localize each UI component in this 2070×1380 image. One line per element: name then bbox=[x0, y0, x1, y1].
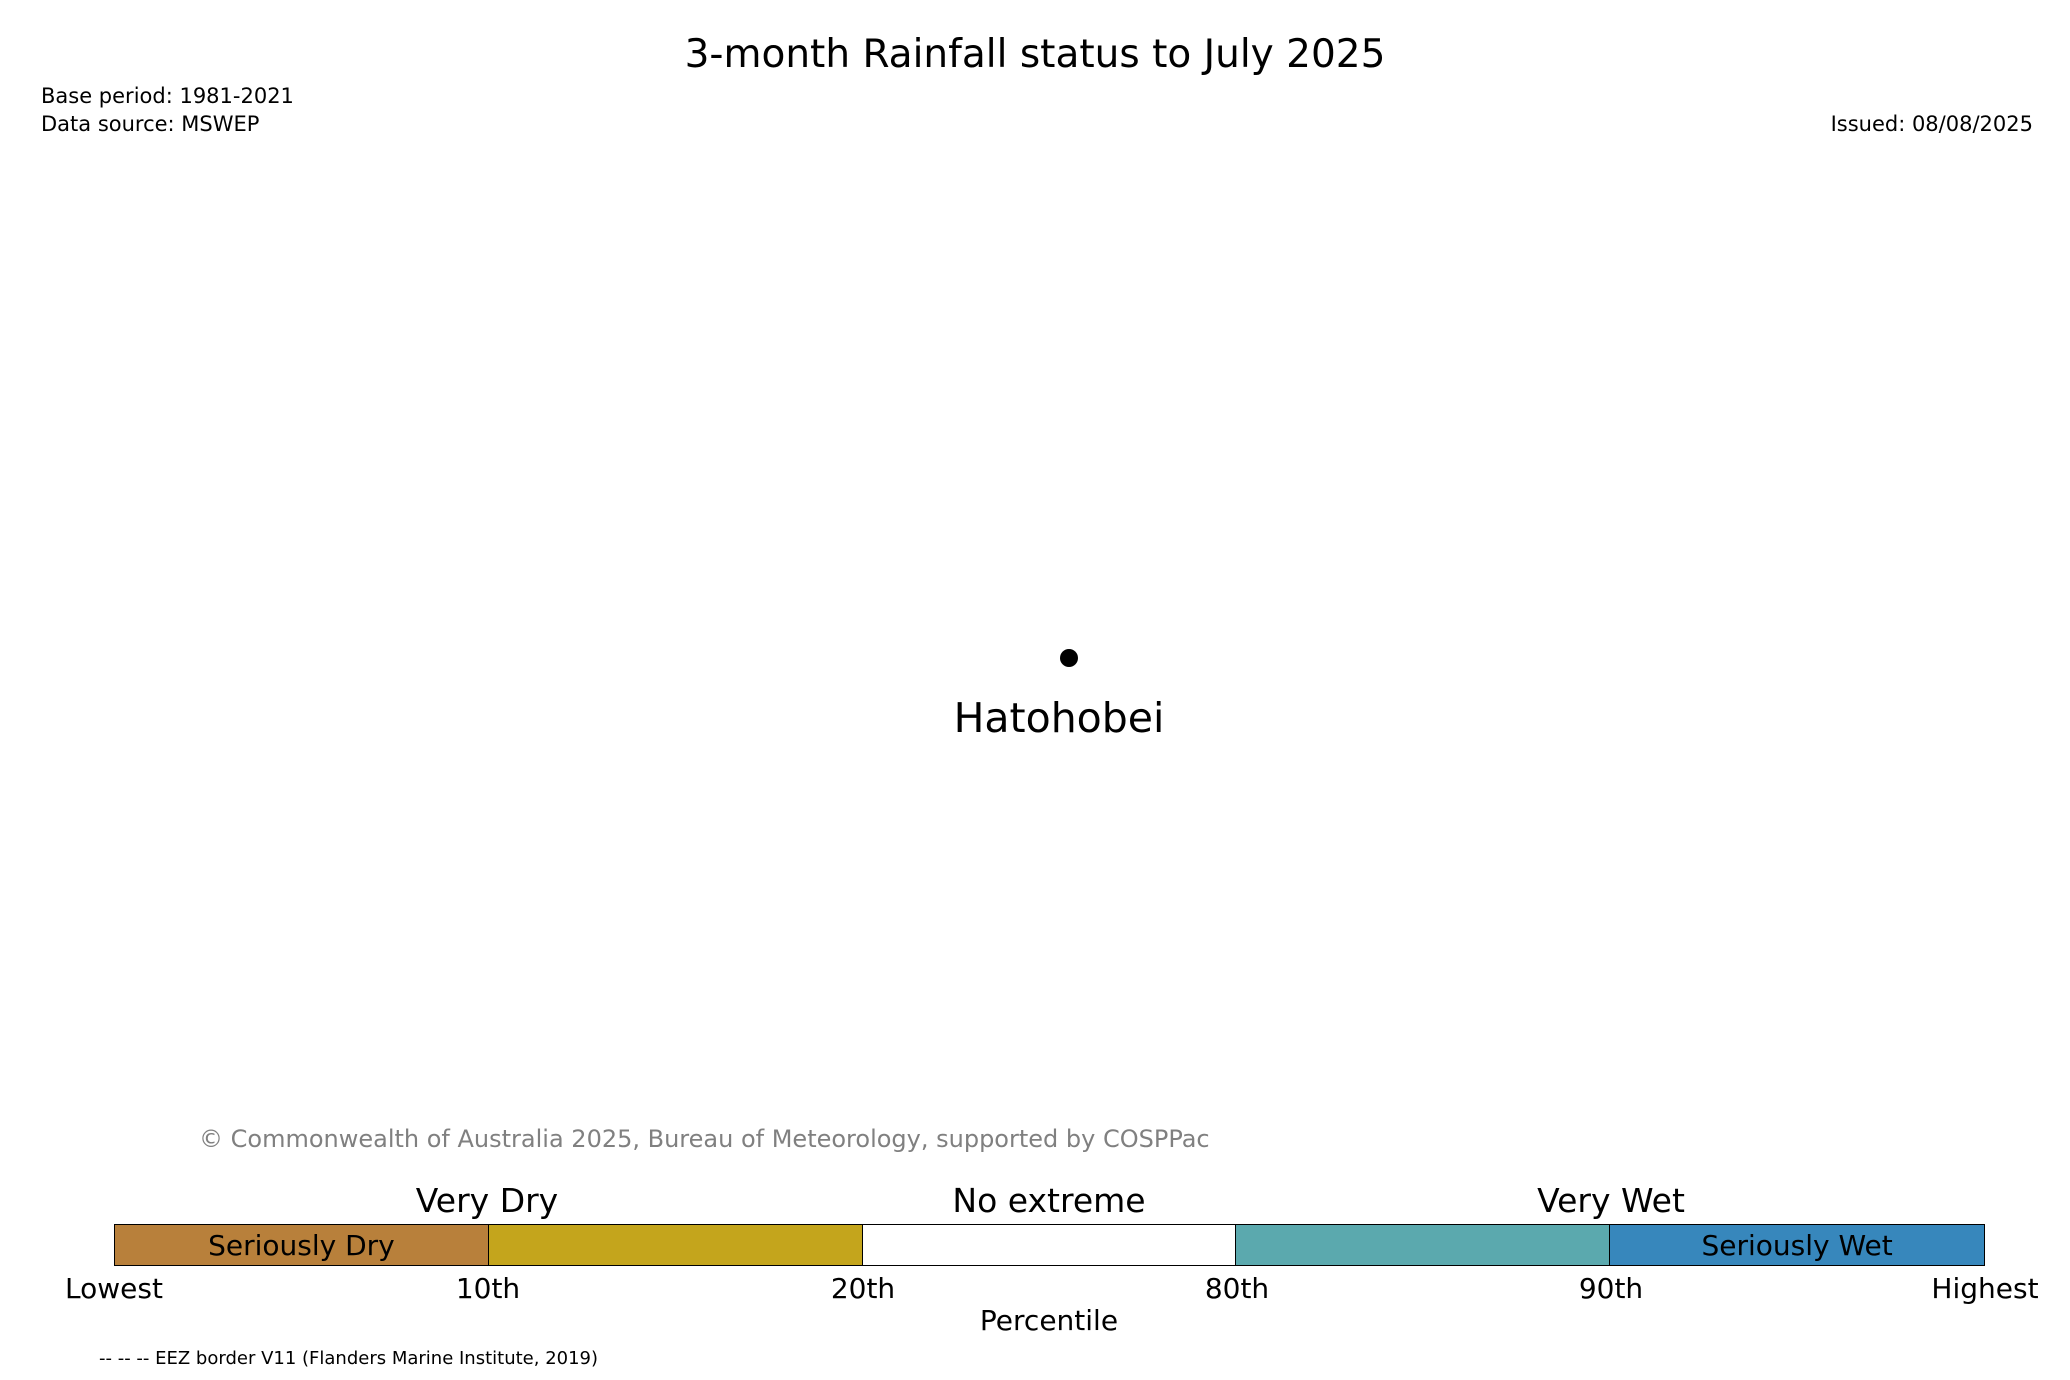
legend-tick-20th: 20th bbox=[830, 1272, 896, 1305]
legend-tick-lowest: Lowest bbox=[65, 1272, 163, 1305]
legend-axis-label: Percentile bbox=[979, 1304, 1119, 1337]
eez-border-note: -- -- -- EEZ border V11 (Flanders Marine… bbox=[99, 1348, 599, 1369]
data-source-text: Data source: MSWEP bbox=[41, 112, 260, 136]
legend-color-bar: Seriously Dry Seriously Wet bbox=[114, 1224, 1985, 1266]
legend-group-very-dry: Very Dry bbox=[415, 1181, 559, 1220]
legend-tick-10th: 10th bbox=[455, 1272, 521, 1305]
base-period-text: Base period: 1981-2021 bbox=[41, 84, 294, 108]
legend-segment-seriously-dry: Seriously Dry bbox=[115, 1225, 489, 1265]
legend-tick-highest: Highest bbox=[1931, 1272, 2039, 1305]
legend-tick-90th: 90th bbox=[1578, 1272, 1644, 1305]
map-title: 3-month Rainfall status to July 2025 bbox=[684, 32, 1386, 77]
legend-group-no-extreme: No extreme bbox=[952, 1181, 1146, 1220]
place-label: Hatohobei bbox=[953, 694, 1165, 742]
legend-group-very-wet: Very Wet bbox=[1537, 1181, 1685, 1220]
location-marker-icon bbox=[1060, 649, 1078, 667]
legend-segment-very-wet bbox=[1236, 1225, 1611, 1265]
copyright-text: © Commonwealth of Australia 2025, Bureau… bbox=[199, 1125, 1210, 1153]
legend-segment-no-extreme bbox=[862, 1225, 1237, 1265]
issued-date-text: Issued: 08/08/2025 bbox=[1830, 112, 2033, 136]
legend-segment-seriously-wet: Seriously Wet bbox=[1610, 1225, 1984, 1265]
legend-segment-very-dry bbox=[488, 1225, 863, 1265]
legend-tick-80th: 80th bbox=[1204, 1272, 1270, 1305]
